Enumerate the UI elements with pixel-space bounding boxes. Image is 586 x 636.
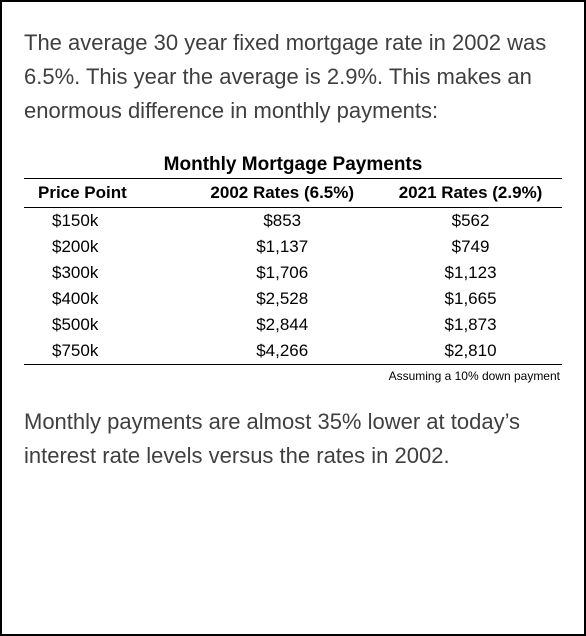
col-header-2002: 2002 Rates (6.5%)	[185, 179, 379, 208]
col-header-2021: 2021 Rates (2.9%)	[379, 179, 562, 208]
table-row: $300k $1,706 $1,123	[24, 260, 562, 286]
cell-2021: $562	[379, 208, 562, 235]
table-row: $200k $1,137 $749	[24, 234, 562, 260]
outro-paragraph: Monthly payments are almost 35% lower at…	[24, 405, 562, 473]
col-header-price: Price Point	[24, 179, 185, 208]
mortgage-table: Price Point 2002 Rates (6.5%) 2021 Rates…	[24, 178, 562, 365]
cell-2002: $1,137	[185, 234, 379, 260]
cell-price: $300k	[24, 260, 185, 286]
cell-2002: $4,266	[185, 338, 379, 365]
table-footnote: Assuming a 10% down payment	[24, 369, 562, 383]
intro-paragraph: The average 30 year fixed mortgage rate …	[24, 26, 562, 128]
cell-2002: $2,528	[185, 286, 379, 312]
table-row: $500k $2,844 $1,873	[24, 312, 562, 338]
table-row: $400k $2,528 $1,665	[24, 286, 562, 312]
cell-price: $150k	[24, 208, 185, 235]
cell-2002: $1,706	[185, 260, 379, 286]
cell-price: $400k	[24, 286, 185, 312]
table-title: Monthly Mortgage Payments	[24, 154, 562, 178]
cell-2021: $1,123	[379, 260, 562, 286]
cell-price: $750k	[24, 338, 185, 365]
table-row: $750k $4,266 $2,810	[24, 338, 562, 365]
cell-2021: $2,810	[379, 338, 562, 365]
cell-price: $500k	[24, 312, 185, 338]
cell-2021: $1,665	[379, 286, 562, 312]
cell-2002: $853	[185, 208, 379, 235]
table-row: $150k $853 $562	[24, 208, 562, 235]
cell-price: $200k	[24, 234, 185, 260]
cell-2021: $749	[379, 234, 562, 260]
table-header-row: Price Point 2002 Rates (6.5%) 2021 Rates…	[24, 179, 562, 208]
mortgage-table-wrap: Monthly Mortgage Payments Price Point 20…	[24, 154, 562, 383]
document-container: The average 30 year fixed mortgage rate …	[0, 0, 586, 636]
cell-2021: $1,873	[379, 312, 562, 338]
cell-2002: $2,844	[185, 312, 379, 338]
